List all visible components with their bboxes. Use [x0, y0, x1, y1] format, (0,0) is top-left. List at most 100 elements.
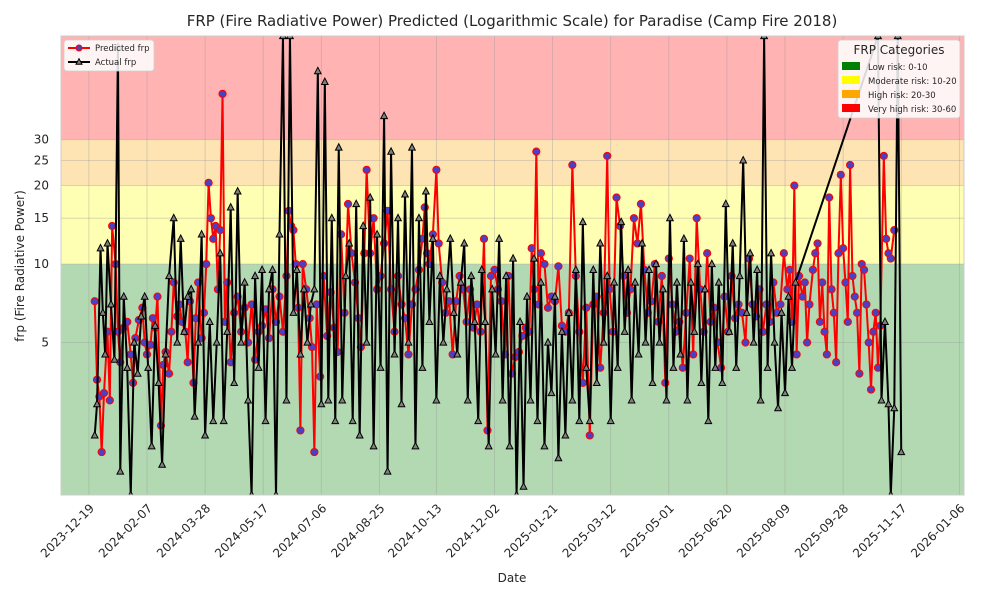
- actual-point: [589, 264, 598, 273]
- actual-point: [400, 189, 410, 198]
- actual-point: [278, 36, 288, 40]
- actual-point: [784, 291, 793, 300]
- actual-point: [651, 259, 661, 268]
- actual-point: [352, 199, 361, 208]
- actual-point: [676, 349, 685, 358]
- actual-point: [648, 378, 657, 386]
- actual-point: [613, 362, 622, 371]
- x-axis-label: Date: [498, 571, 527, 585]
- predicted-point: [864, 338, 873, 347]
- predicted-point: [568, 160, 577, 170]
- predicted-point: [282, 271, 291, 281]
- predicted-point: [846, 160, 855, 170]
- x-tick-label: 2026-01-06: [908, 501, 967, 560]
- predicted-point: [296, 426, 305, 435]
- actual-point: [704, 416, 713, 425]
- actual-point: [212, 337, 221, 346]
- actual-point: [884, 399, 893, 408]
- actual-point: [257, 264, 267, 273]
- predicted-point: [813, 239, 822, 248]
- actual-point: [407, 142, 417, 151]
- predicted-point: [527, 244, 536, 253]
- predicted-point: [490, 265, 499, 274]
- predicted-point: [879, 151, 888, 161]
- predicted-point: [808, 265, 818, 274]
- predicted-point: [685, 254, 694, 263]
- predicted-point: [825, 193, 834, 202]
- actual-point: [763, 362, 772, 371]
- actual-point: [547, 388, 556, 397]
- predicted-point: [657, 271, 666, 281]
- actual-point: [746, 248, 755, 257]
- predicted-point: [585, 431, 594, 440]
- legend-swatch-marker: [75, 57, 83, 65]
- actual-point: [742, 307, 751, 316]
- predicted-point: [862, 300, 871, 309]
- predicted-point: [164, 369, 174, 378]
- actual-point: [498, 395, 507, 404]
- predicted-point: [90, 297, 99, 306]
- actual-point: [683, 395, 692, 404]
- x-tick-label: 2023-12-19: [38, 501, 97, 560]
- actual-point: [460, 238, 469, 247]
- actual-point: [372, 229, 382, 238]
- actual-point: [637, 238, 647, 247]
- predicted-point: [183, 358, 192, 367]
- predicted-point: [843, 317, 852, 326]
- actual-point: [106, 299, 116, 308]
- actual-point: [610, 277, 619, 286]
- predicted-point: [871, 308, 880, 317]
- band-swatch: [842, 104, 860, 112]
- predicted-point: [148, 314, 157, 323]
- actual-point: [893, 36, 902, 40]
- actual-point: [103, 238, 112, 247]
- series-layer: [90, 36, 906, 495]
- actual-point: [110, 354, 119, 363]
- y-tick-label: 5: [41, 336, 49, 350]
- legend-entry-label: Actual frp: [95, 58, 136, 68]
- actual-point: [456, 277, 465, 286]
- predicted-point: [848, 271, 857, 281]
- predicted-point: [153, 292, 162, 301]
- predicted-point: [776, 300, 785, 309]
- x-tick-label: 2025-09-28: [792, 501, 851, 560]
- predicted-point: [343, 199, 353, 209]
- actual-point: [791, 277, 800, 286]
- actual-point: [366, 192, 375, 201]
- actual-point: [128, 490, 134, 495]
- actual-point: [205, 316, 214, 325]
- band-label: Very high risk: 30-60: [868, 105, 956, 115]
- predicted-point: [818, 278, 827, 287]
- actual-point: [176, 233, 185, 242]
- actual-point: [268, 264, 277, 273]
- actual-point: [144, 362, 153, 371]
- actual-point: [187, 284, 196, 293]
- x-tick-label: 2024-05-17: [212, 501, 271, 560]
- actual-point: [897, 447, 906, 456]
- actual-point: [449, 307, 458, 316]
- predicted-point: [167, 327, 176, 336]
- actual-point: [173, 337, 182, 346]
- actual-point: [249, 490, 255, 495]
- actual-point: [421, 186, 431, 195]
- actual-point: [428, 233, 438, 242]
- x-tick-label: 2025-03-12: [560, 501, 619, 560]
- actual-point: [453, 349, 462, 358]
- predicted-point: [209, 234, 218, 243]
- actual-point: [390, 349, 399, 358]
- actual-point: [140, 291, 149, 300]
- actual-point: [714, 277, 723, 286]
- predicted-point: [869, 327, 878, 336]
- y-tick-label: 25: [34, 153, 49, 167]
- x-tick-label: 2024-02-07: [96, 501, 155, 560]
- actual-point: [123, 362, 132, 371]
- actual-point: [331, 416, 340, 425]
- actual-point: [505, 441, 514, 450]
- predicted-point: [811, 249, 820, 258]
- actual-point: [672, 277, 682, 286]
- actual-point: [766, 248, 776, 257]
- chart-title: FRP (Fire Radiative Power) Predicted (Lo…: [187, 12, 838, 30]
- actual-point: [446, 233, 455, 242]
- predicted-point: [432, 165, 441, 174]
- actual-point: [522, 291, 532, 300]
